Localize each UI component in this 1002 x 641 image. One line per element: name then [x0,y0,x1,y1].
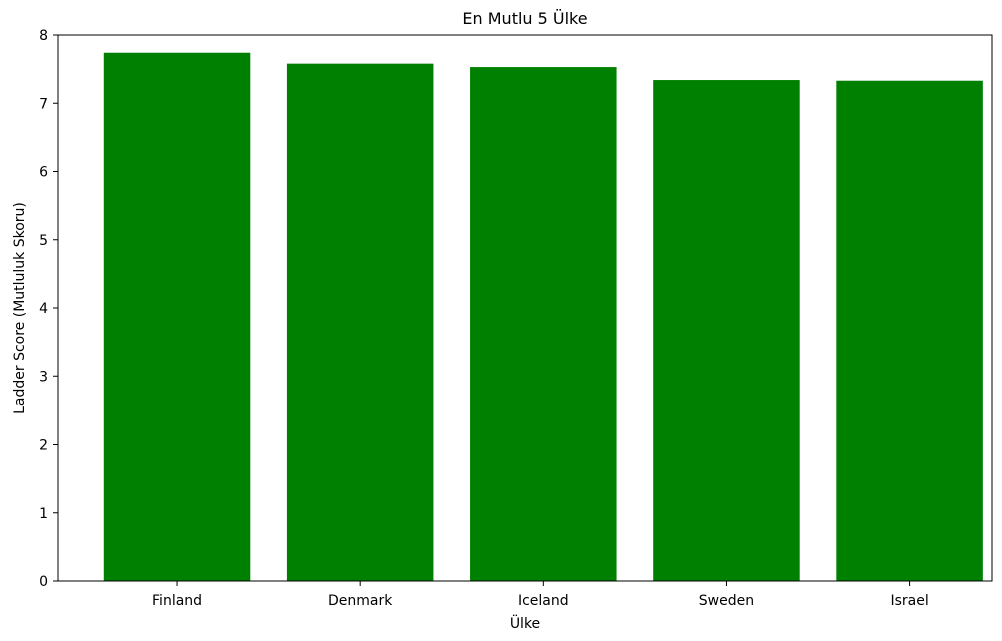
x-tick-label: Israel [890,593,928,609]
y-tick-label: 4 [39,301,48,317]
x-tick-label: Finland [152,593,202,609]
x-tick-label: Iceland [518,593,569,609]
bar-israel [836,80,983,581]
x-axis: Finland Denmark Iceland Sweden Israel [152,581,929,609]
y-tick-label: 8 [39,28,48,44]
y-tick-label: 3 [39,369,48,385]
y-tick-label: 2 [39,438,48,454]
chart-title: En Mutlu 5 Ülke [462,9,587,28]
y-tick-label: 1 [39,506,48,522]
x-axis-label: Ülke [510,614,540,632]
bar-finland [103,52,251,582]
y-tick-label: 6 [39,165,48,181]
bars-group [103,52,983,582]
plot-frame [57,34,993,582]
bar-sweden [653,80,800,582]
bar-iceland [470,67,617,581]
bar-denmark [286,63,434,582]
y-tick-label: 5 [39,233,48,249]
y-axis-label: Ladder Score (Mutluluk Skoru) [12,202,28,414]
x-tick-label: Sweden [699,593,754,609]
y-tick-label: 0 [39,574,48,590]
y-tick-label: 7 [39,96,48,112]
x-tick-label: Denmark [328,593,393,609]
y-axis: 0 1 2 3 4 5 6 7 8 [39,28,58,590]
